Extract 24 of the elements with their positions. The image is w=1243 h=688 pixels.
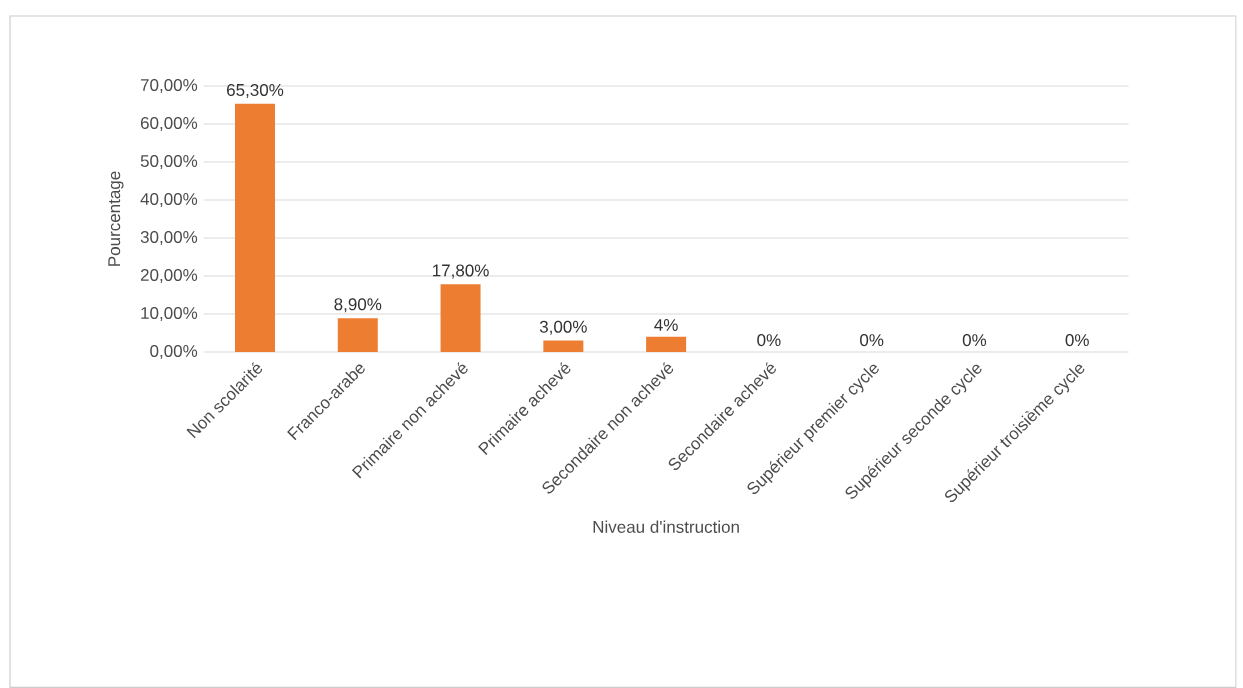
bar: [337, 318, 378, 352]
x-axis-title: Niveau d'instruction: [593, 520, 739, 533]
data-label: 0%: [757, 334, 781, 347]
data-label: 0%: [962, 334, 987, 347]
y-tick-label: 0,00%: [150, 344, 198, 360]
y-tick-label: 10,00%: [141, 306, 198, 322]
bar: [646, 336, 687, 352]
data-label: 0%: [860, 334, 884, 347]
y-tick-label: 30,00%: [140, 230, 198, 246]
y-axis-title: Pourcentage: [108, 171, 124, 266]
data-label: 4%: [654, 319, 678, 331]
data-label: 8,90%: [334, 298, 382, 313]
y-tick-label: 70,00%: [140, 78, 198, 94]
data-label: 17,80%: [433, 264, 489, 279]
data-label: 3,00%: [539, 320, 587, 335]
bar: [440, 284, 481, 352]
y-tick-label: 50,00%: [140, 154, 198, 170]
y-tick-label: 20,00%: [140, 268, 198, 284]
bar: [543, 340, 584, 352]
data-label: 0%: [1065, 334, 1089, 347]
data-label: 65,30%: [227, 83, 284, 98]
y-tick-label: 60,00%: [140, 116, 198, 132]
y-tick-label: 40,00%: [140, 192, 198, 208]
bar: [235, 103, 276, 352]
